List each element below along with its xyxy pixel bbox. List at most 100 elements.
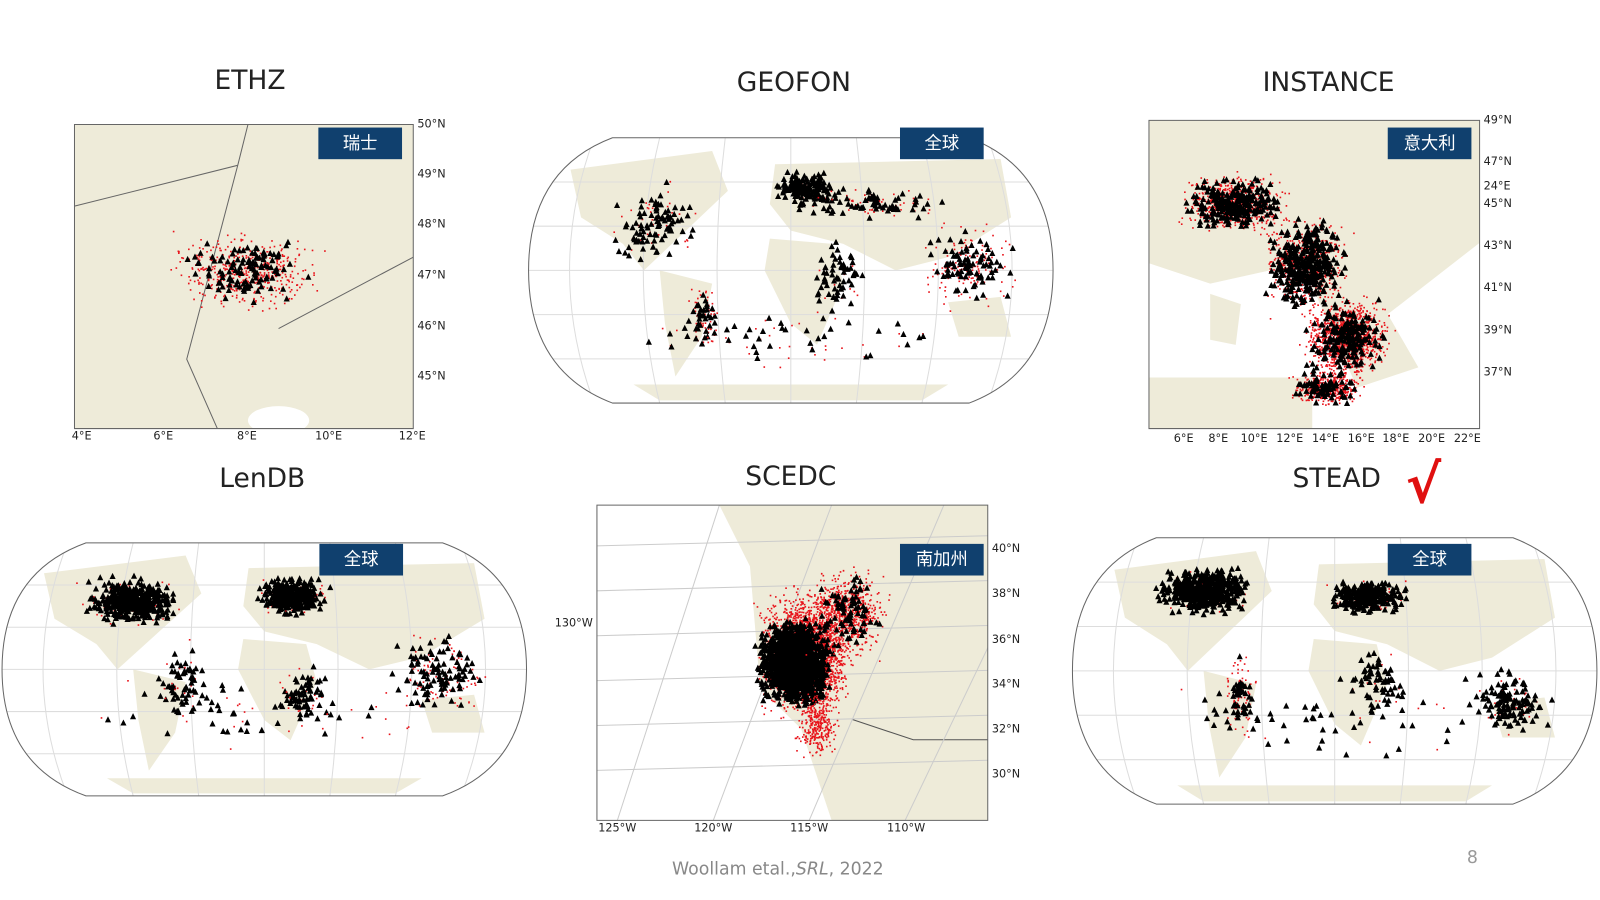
x-tick-label: 6°E: [1174, 432, 1194, 445]
y-tick-label: 45°N: [1484, 197, 1512, 210]
land: [1210, 293, 1241, 345]
graticule: [987, 137, 1013, 404]
station-markers: [813, 238, 866, 314]
region-badge: [319, 543, 404, 576]
y-tick-label: 41°N: [1484, 281, 1512, 294]
land: [570, 151, 728, 271]
station-markers: [155, 647, 207, 716]
station-markers: [927, 228, 1016, 301]
y-tick-label: 38°N: [992, 587, 1020, 600]
graticule: [921, 137, 939, 404]
map-body: [1072, 537, 1597, 805]
y-tick-label: 46°N: [417, 320, 445, 333]
station-markers: [752, 615, 838, 709]
slide-content: Woollam etal., SRL , 2022 8 ETHZ 瑞士 50°N 49…: [1, 65, 1598, 879]
x-tick-label: 125°W: [598, 822, 636, 835]
graticule: [1112, 537, 1139, 805]
x-tick-label: 4°E: [72, 430, 92, 443]
x-tick-label: 120°W: [694, 822, 732, 835]
map-frame: [596, 504, 989, 821]
y-tick-label: 32°N: [992, 723, 1020, 736]
x-tick-label: 110°W: [887, 822, 925, 835]
region-badge-label: 全球: [925, 134, 960, 154]
region-badge-label: 瑞士: [343, 134, 378, 154]
map-body: [2, 542, 527, 796]
panel-title: GEOFON: [737, 67, 851, 98]
land: [1313, 559, 1555, 671]
region-badge: [899, 127, 984, 160]
event-points: [924, 222, 1016, 308]
map-frame: [1071, 537, 1598, 805]
map-panel: ETHZ 瑞士 50°N 49°N 48°N 47°N 46°N 45°N 4°E 6°E 8°E 1…: [72, 65, 446, 443]
citation-year: , 2022: [829, 859, 884, 879]
region-badge: [1387, 543, 1472, 576]
panel-title: ETHZ: [214, 65, 285, 96]
event-points: [688, 288, 718, 344]
region-badge: [318, 127, 403, 160]
station-markers: [1303, 296, 1388, 371]
station-markers: [83, 572, 177, 627]
station-markers: [1466, 666, 1556, 733]
map-frame: [1, 542, 528, 797]
x-tick-label: 20°E: [1418, 432, 1445, 445]
map-background: [74, 124, 414, 429]
citation-journal: SRL: [796, 859, 829, 879]
y-tick-label: 48°N: [417, 217, 445, 230]
graticule: [42, 542, 69, 796]
page-number: 8: [1467, 848, 1478, 868]
map-body: [596, 505, 988, 821]
event-points: [805, 566, 891, 662]
graticule: [855, 137, 866, 404]
graticule: [904, 505, 988, 821]
station-markers: [1330, 578, 1410, 616]
x-tick-label: 18°E: [1382, 432, 1409, 445]
map-panel: GEOFON 全球: [528, 67, 1054, 404]
y-tick-label: 36°N: [992, 633, 1020, 646]
station-markers: [774, 168, 847, 213]
x-tick-label: 12°E: [399, 430, 426, 443]
y-tick-label: 40°N: [992, 542, 1020, 555]
event-points: [794, 690, 840, 759]
x-tick-label: 115°W: [790, 822, 828, 835]
y-tick-label: 47°N: [1484, 155, 1512, 168]
event-points: [1478, 678, 1538, 736]
panel-title: STEAD: [1293, 463, 1381, 494]
y-tick-label: 50°N: [417, 117, 445, 130]
graticule: [596, 714, 988, 727]
station-markers: [1349, 649, 1407, 714]
station-markers: [282, 663, 330, 722]
region-badge: [899, 543, 984, 576]
graticule: [616, 505, 720, 821]
graticule: [642, 137, 661, 404]
x-tick-label: 6°E: [153, 430, 173, 443]
map-body: [528, 137, 1054, 404]
panel-title: LenDB: [219, 463, 305, 494]
graticule: [1465, 537, 1483, 805]
graticule: [596, 759, 988, 771]
panel-title: INSTANCE: [1263, 67, 1395, 98]
graticule: [1260, 537, 1270, 805]
x-tick-label: 8°E: [1208, 432, 1228, 445]
station-markers: [1262, 215, 1349, 310]
station-markers: [184, 238, 312, 305]
citation-text: Woollam etal.,: [672, 859, 796, 879]
graticule: [460, 542, 486, 796]
y-tick-label: 45°N: [417, 370, 445, 383]
x-tick-label: 10°E: [1241, 432, 1268, 445]
graticule: [116, 542, 134, 796]
y-tick-label: 43°N: [1484, 239, 1512, 252]
land: [421, 694, 485, 733]
y-tick-label: 37°N: [1484, 365, 1512, 378]
x-tick-label: 8°E: [237, 430, 257, 443]
station-markers: [1153, 564, 1251, 618]
land: [719, 505, 988, 821]
station-markers: [800, 186, 946, 221]
y-tick-label: 30°N: [992, 767, 1020, 780]
x-tick-label: 12°E: [1276, 432, 1303, 445]
map-body: [1148, 120, 1480, 429]
map-panel: LenDB 全球: [1, 463, 528, 797]
y-tick-label: 39°N: [1484, 324, 1512, 337]
map-panel: INSTANCE 意大利 49°N 47°N 24°E 45°N 43°N 41°N 39°N 3…: [1148, 67, 1512, 445]
panel-title: SCEDC: [745, 461, 836, 492]
